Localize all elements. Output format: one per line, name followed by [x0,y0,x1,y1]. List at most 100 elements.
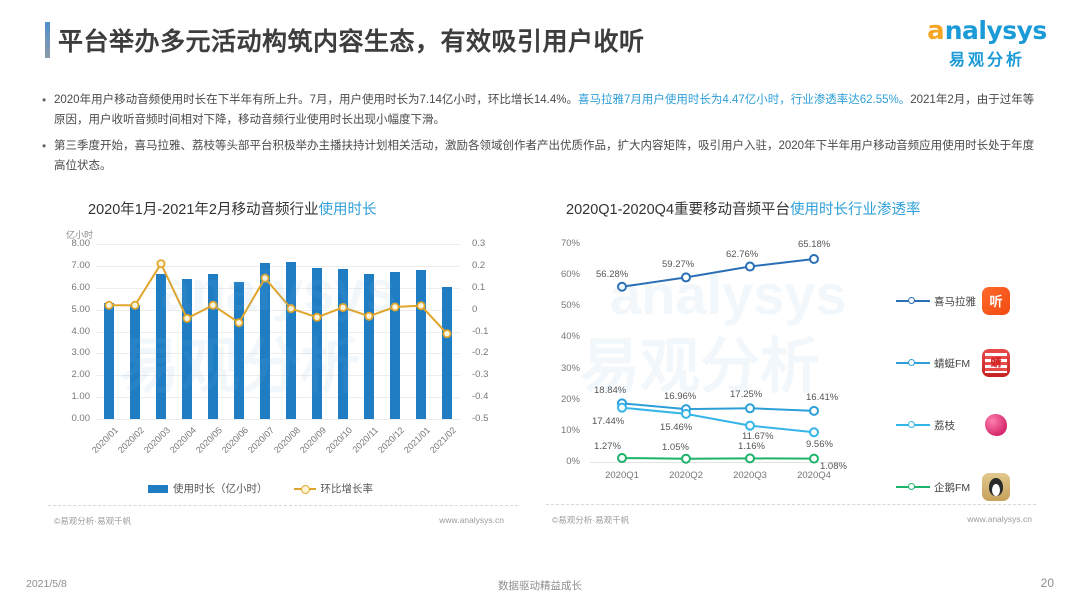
line-marker [338,302,348,312]
legend-bar-swatch [148,484,168,493]
series-line-3 [621,457,815,460]
lizhi-icon [982,411,1010,439]
series-line-1 [621,402,815,412]
left-gridline [96,331,460,333]
bullet-marker: • [42,93,47,107]
bullet-segment: 2021年2月，由于过年等原因，用户收听音频时间相对下降，移动音频行业使用时长出… [54,94,1035,126]
bar [233,282,245,419]
legend-label: 环比增长率 [320,483,374,495]
line-marker [208,300,218,310]
right-chart-title-black: 2020Q1-2020Q4重要移动音频平台 [566,202,791,218]
data-point-marker [617,281,627,292]
footer-date: 2021/5/8 [26,578,67,590]
legend-row-3[interactable]: 企鹅FM [896,456,1036,518]
right-chart-source: ©易观分析·易观千帆 [552,515,630,525]
line-marker [442,329,452,339]
bar [363,273,375,419]
legend-row-2[interactable]: 荔枝 [896,394,1036,456]
right-x-label: 2020Q2 [669,470,703,481]
data-point-marker [809,405,819,416]
bar [415,270,427,419]
legend-platform-name: 蜻蜓FM [934,357,971,370]
data-point-marker [809,453,819,464]
slide-footer: 2021/5/8 数据驱动精益成长 20 [0,566,1080,608]
slide-header: 平台举办多元活动构筑内容生态，有效吸引用户收听 a nalysys 易观分析 [0,0,1080,82]
left-y-tick-right: 0.3 [472,238,486,249]
bar [285,261,297,419]
data-label: 1.16% [738,441,765,453]
data-point-marker [681,272,691,283]
legend-platform-name: 喜马拉雅 [934,295,976,308]
left-y-tick: 5.00 [71,303,91,315]
title-accent-bar [45,22,50,58]
data-label: 15.46% [660,421,693,433]
left-gridline [96,244,460,245]
left-chart-title-blue: 使用时长 [318,202,377,218]
right-x-label: 2020Q3 [733,470,767,481]
right-chart-title-blue: 使用时长行业渗透率 [790,202,921,218]
line-marker [312,312,322,322]
legend-line-marker [908,359,915,366]
logo-chinese: 易观分析 [948,52,1025,69]
qingting-icon: 蜻 [982,349,1010,377]
left-y-tick: 3.00 [71,347,91,359]
left-y-tick: 4.00 [71,325,91,337]
data-label: 18.84% [594,385,627,397]
legend-platform-name: 企鹅FM [934,481,971,494]
bar [311,268,323,419]
left-gridline [96,287,460,289]
bullet-text: 2020年用户移动音频使用时长在下半年有所上升。7月，用户使用时长为7.14亿小… [54,90,1042,130]
legend-item-growth-rate: 环比增长率 [293,481,374,496]
right-y-tick: 60% [560,269,580,281]
data-label: 9.56% [806,439,833,451]
analysys-logo: a nalysys 易观分析 [922,18,1052,70]
legend-row-1[interactable]: 蜻蜓FM 蜻 [896,332,1036,394]
legend-platform-name: 荔枝 [934,419,955,432]
left-y-tick-right: -0.2 [472,347,489,359]
left-y-tick: 7.00 [71,259,91,271]
right-chart-legend: 喜马拉雅听蜻蜓FM 蜻荔枝企鹅FM [896,270,1036,518]
data-point-marker [809,427,819,438]
left-chart-legend: 使用时长（亿小时） 环比增长率 [148,481,373,496]
penguin-belly [992,484,1000,496]
line-marker [286,304,296,314]
legend-line-sample [896,420,930,430]
left-y-tick-right: 0.1 [472,281,486,293]
legend-row-0[interactable]: 喜马拉雅听 [896,270,1036,332]
right-y-tick: 40% [560,331,580,343]
line-marker [104,300,114,310]
page-title: 平台举办多元活动构筑内容生态，有效吸引用户收听 [58,28,645,56]
legend-line-sample [896,358,930,368]
bullet-text: 第三季度开始，喜马拉雅、荔枝等头部平台积极举办主播扶持计划相关活动，激励各领域创… [54,136,1042,176]
line-marker [260,273,270,283]
data-label: 1.27% [594,441,621,453]
legend-item-usage-duration: 使用时长（亿小时） [148,481,268,496]
logo-a-glyph: a [927,16,945,46]
left-y-tick-right: 0.2 [472,259,486,271]
legend-line-swatch [293,484,316,494]
data-label: 11.67% [742,430,774,442]
bullet-list: • 2020年用户移动音频使用时长在下半年有所上升。7月，用户使用时长为7.14亿… [42,90,1042,182]
left-y-tick: 0.00 [71,413,91,424]
ximalaya-glyph: 听 [989,293,1003,309]
left-gridline [96,309,460,311]
qiefm-icon [982,473,1010,501]
data-point-marker [617,453,627,464]
bullet-item: • 2020年用户移动音频使用时长在下半年有所上升。7月，用户使用时长为7.14亿… [42,90,1042,130]
lizhi-fruit-shape [985,414,1007,436]
penetration-line-chart [617,254,819,464]
right-chart-title: 2020Q1-2020Q4重要移动音频平台使用时长行业渗透率 [546,198,1036,222]
data-label: 1.08% [820,460,847,472]
bullet-highlight-segment: 喜马拉雅7月用户使用时长为4.47亿小时，行业渗透率达62.55%。 [577,94,911,106]
right-chart-panel: 2020Q1-2020Q4重要移动音频平台使用时长行业渗透率 70% 60% 50%… [546,198,1036,538]
data-label: 1.05% [662,441,689,453]
growth-rate-line-series [104,259,452,339]
bar [129,305,141,419]
series-line-0 [621,258,815,288]
right-y-tick: 20% [560,393,580,405]
left-chart-url: www.analysys.cn [439,515,504,525]
data-label: 62.76% [726,248,759,260]
left-chart-panel: 2020年1月-2021年2月移动音频行业使用时长 亿小时 8.00 7.00 6.0… [48,198,518,538]
line-marker [364,311,374,321]
left-gridline [96,265,460,267]
